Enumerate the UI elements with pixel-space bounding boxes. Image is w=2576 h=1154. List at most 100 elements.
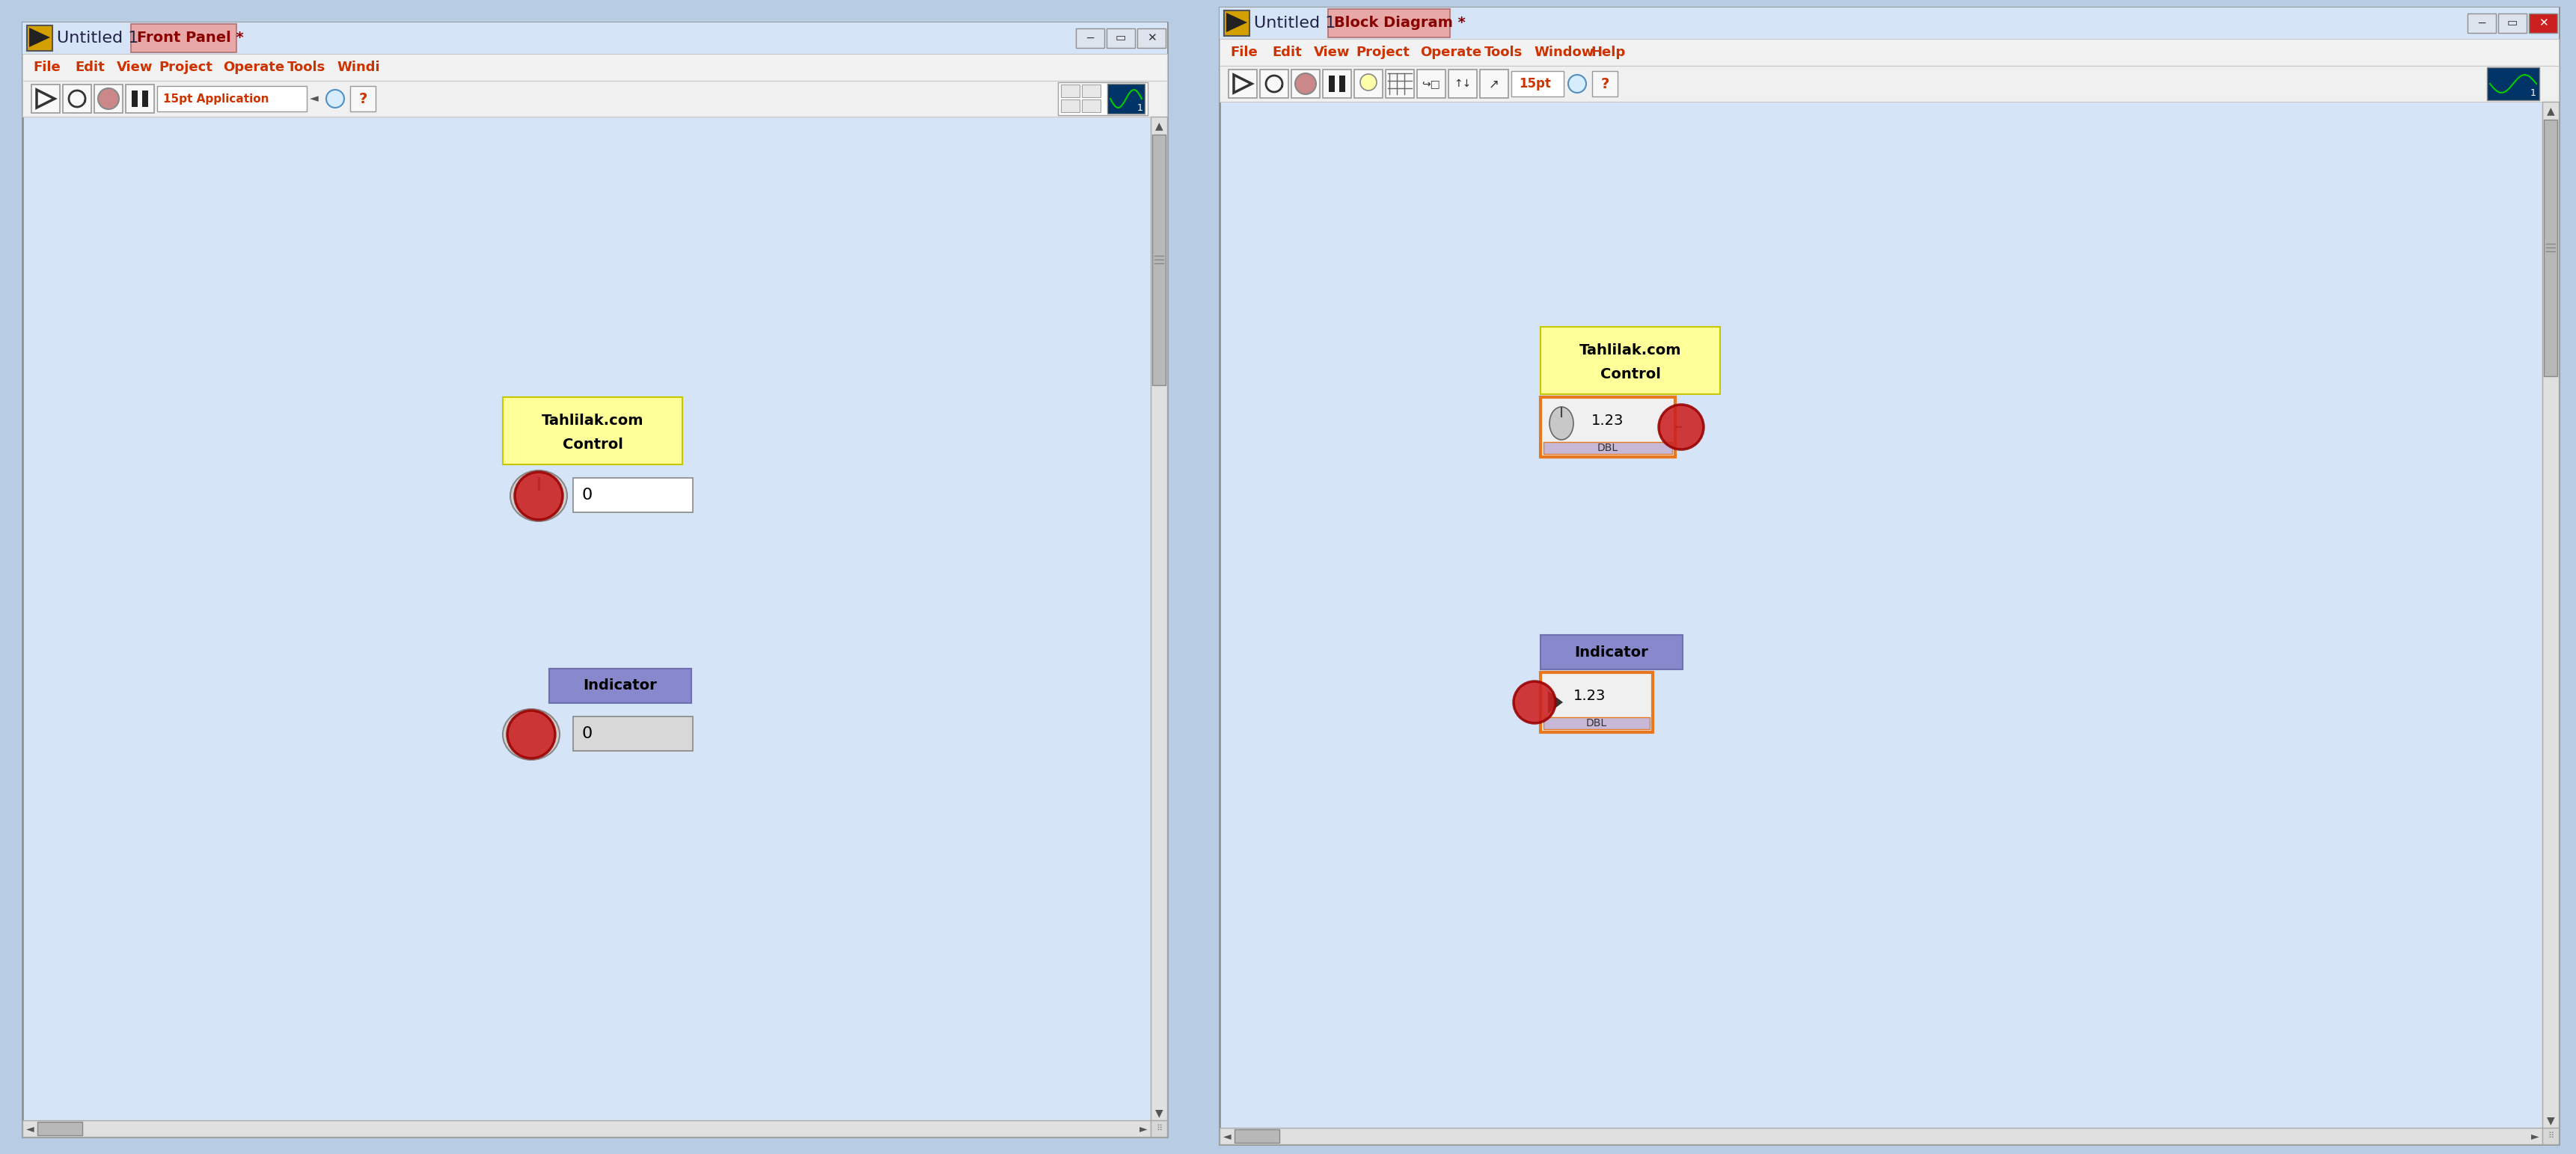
Text: Tahlilak.com: Tahlilak.com: [1579, 344, 1682, 358]
Bar: [131, 24, 237, 52]
Bar: [1540, 673, 1654, 732]
Circle shape: [1569, 75, 1587, 92]
Bar: [1218, 7, 2558, 1145]
Bar: [572, 478, 693, 512]
Text: Edit: Edit: [75, 60, 106, 74]
Text: DBL: DBL: [1597, 443, 1618, 454]
Bar: [2545, 120, 2558, 376]
Text: Edit: Edit: [1273, 46, 1301, 59]
Text: Untitled 1: Untitled 1: [57, 31, 139, 46]
Text: ↪□: ↪□: [1422, 78, 1440, 89]
Bar: [39, 1122, 82, 1136]
Bar: [1151, 1121, 1167, 1137]
Bar: [1218, 66, 2558, 102]
Bar: [572, 717, 693, 751]
Bar: [1234, 1130, 1280, 1142]
Text: Windi: Windi: [337, 60, 379, 74]
Bar: [1479, 69, 1510, 98]
Bar: [1340, 75, 1345, 92]
Text: 1.23: 1.23: [1592, 414, 1623, 428]
Text: Untitled 1: Untitled 1: [1255, 16, 1337, 31]
Text: Tools: Tools: [1484, 46, 1522, 59]
Bar: [1540, 327, 1721, 395]
Circle shape: [1659, 405, 1703, 450]
Bar: [1543, 718, 1649, 729]
Text: 15pt Application: 15pt Application: [162, 93, 268, 104]
Bar: [1061, 84, 1079, 97]
Text: Project: Project: [1355, 46, 1409, 59]
Bar: [1151, 117, 1167, 1121]
Text: ►: ►: [2530, 1131, 2540, 1141]
Bar: [23, 22, 1167, 54]
Text: ◄: ◄: [26, 1123, 33, 1134]
Bar: [23, 22, 1167, 1137]
Circle shape: [1360, 74, 1376, 90]
Text: ◄: ◄: [1224, 1131, 1231, 1141]
Bar: [95, 84, 124, 113]
Bar: [2499, 14, 2527, 33]
Text: Control: Control: [1600, 368, 1662, 382]
Ellipse shape: [510, 471, 567, 522]
Bar: [1291, 69, 1319, 98]
Text: ?: ?: [1600, 76, 1610, 91]
Text: Front Panel *: Front Panel *: [137, 31, 245, 45]
Bar: [1151, 135, 1167, 385]
Text: Tahlilak.com: Tahlilak.com: [541, 414, 644, 428]
Circle shape: [98, 88, 118, 110]
Bar: [1329, 9, 1450, 37]
Text: ✕: ✕: [2537, 17, 2548, 29]
Text: 0: 0: [582, 488, 592, 503]
Text: ◄: ◄: [309, 93, 319, 104]
Text: ?: ?: [358, 91, 368, 106]
Text: ▼: ▼: [2548, 1115, 2555, 1125]
Text: 1: 1: [2530, 88, 2537, 98]
Bar: [1218, 102, 2543, 1127]
Bar: [1448, 69, 1476, 98]
Ellipse shape: [502, 709, 559, 759]
Bar: [1218, 7, 2558, 39]
Bar: [549, 668, 690, 703]
Text: Operate: Operate: [1419, 46, 1481, 59]
Text: DBL: DBL: [1587, 718, 1607, 728]
Bar: [1386, 69, 1414, 98]
Text: Indicator: Indicator: [1574, 645, 1649, 659]
Text: ⠿: ⠿: [2548, 1132, 2553, 1140]
Text: ✕: ✕: [1146, 32, 1157, 44]
Text: ─: ─: [2478, 17, 2486, 29]
Bar: [502, 397, 683, 464]
Bar: [1082, 99, 1100, 112]
Bar: [142, 90, 149, 107]
Bar: [1108, 29, 1136, 47]
Circle shape: [1515, 681, 1556, 724]
Text: ─: ─: [1087, 32, 1095, 44]
Bar: [1108, 84, 1144, 114]
Bar: [1136, 29, 1167, 47]
Text: ↗: ↗: [1489, 77, 1499, 90]
Bar: [131, 90, 137, 107]
Text: Block Diagram *: Block Diagram *: [1334, 16, 1466, 30]
Text: File: File: [33, 60, 59, 74]
Bar: [1077, 29, 1105, 47]
Text: ▼: ▼: [1154, 1108, 1162, 1118]
Bar: [23, 117, 1151, 1121]
Bar: [31, 84, 59, 113]
Bar: [2543, 1127, 2558, 1145]
Text: ►: ►: [1139, 1123, 1146, 1134]
Bar: [26, 25, 52, 51]
Bar: [126, 84, 155, 113]
Bar: [1218, 1127, 2543, 1145]
Bar: [1324, 69, 1352, 98]
Text: View: View: [116, 60, 152, 74]
Bar: [1540, 397, 1674, 457]
Bar: [1061, 99, 1079, 112]
Circle shape: [1296, 74, 1316, 95]
Bar: [1512, 72, 1564, 97]
Text: Project: Project: [160, 60, 211, 74]
Bar: [1592, 72, 1618, 97]
Bar: [350, 87, 376, 112]
Bar: [23, 81, 1167, 117]
Bar: [1229, 69, 1257, 98]
Text: ↑↓: ↑↓: [1453, 78, 1471, 89]
Text: ▭: ▭: [1115, 32, 1126, 44]
Bar: [1224, 10, 1249, 36]
